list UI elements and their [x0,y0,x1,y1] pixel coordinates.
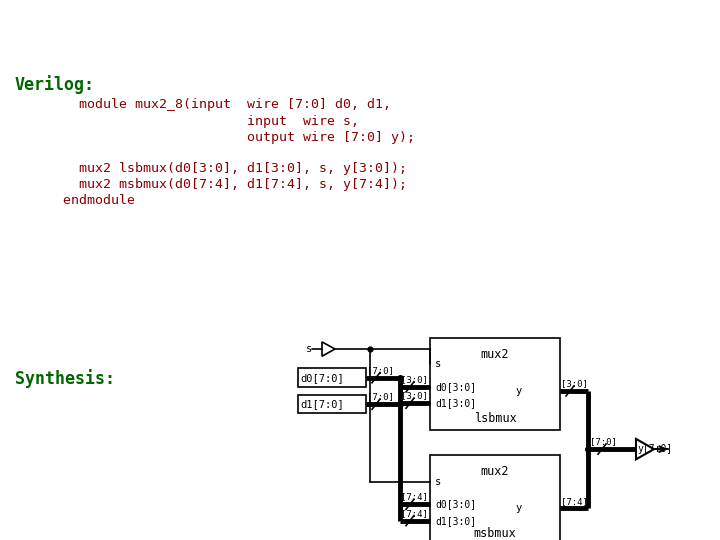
Text: endmodule: endmodule [15,194,135,207]
Bar [430,338,560,430]
Text: [7:0]: [7:0] [367,393,394,402]
Text: d0[3:0]: d0[3:0] [435,500,476,509]
Text: [7:4]: [7:4] [561,497,588,505]
Text: input  wire s,: input wire s, [15,115,359,128]
Text: y: y [515,503,521,514]
Text: [7:0]: [7:0] [590,437,617,447]
Text: d1[3:0]: d1[3:0] [435,398,476,408]
Text: [7:4]: [7:4] [401,492,428,502]
Text: mux2 lsbmux(d0[3:0], d1[3:0], s, y[3:0]);: mux2 lsbmux(d0[3:0], d1[3:0], s, y[3:0])… [15,162,407,175]
Text: msbmux: msbmux [474,527,516,540]
Text: Synthesis:: Synthesis: [15,369,115,388]
Text: mux2: mux2 [481,348,509,361]
Text: s: s [435,477,441,487]
Bar [298,395,366,414]
Text: s: s [435,359,441,369]
Text: d0[3:0]: d0[3:0] [435,382,476,392]
Text: y[7:0]: y[7:0] [637,444,672,454]
Text: Bit Manipulations:  splitting bits off: Bit Manipulations: splitting bits off [11,17,570,45]
Text: [3:0]: [3:0] [561,379,588,388]
Text: Verilog:: Verilog: [15,75,95,94]
Text: [3:0]: [3:0] [401,375,428,384]
Text: mux2 msbmux(d0[7:4], d1[7:4], s, y[7:4]);: mux2 msbmux(d0[7:4], d1[7:4], s, y[7:4])… [15,178,407,191]
Text: d0[7:0]: d0[7:0] [300,373,343,383]
Text: d1[3:0]: d1[3:0] [435,516,476,525]
Text: [3:0]: [3:0] [401,392,428,401]
Text: mux2: mux2 [481,465,509,478]
Text: output wire [7:0] y);: output wire [7:0] y); [15,131,415,144]
Text: [7:4]: [7:4] [401,509,428,518]
Text: d1[7:0]: d1[7:0] [300,399,343,409]
Bar [430,455,560,540]
Text: lsbmux: lsbmux [474,411,516,424]
Text: y: y [515,386,521,396]
Bar [298,368,366,387]
Text: s: s [306,344,312,354]
Text: [7:0]: [7:0] [367,366,394,375]
Text: module mux2_8(input  wire [7:0] d0, d1,: module mux2_8(input wire [7:0] d0, d1, [15,98,391,111]
